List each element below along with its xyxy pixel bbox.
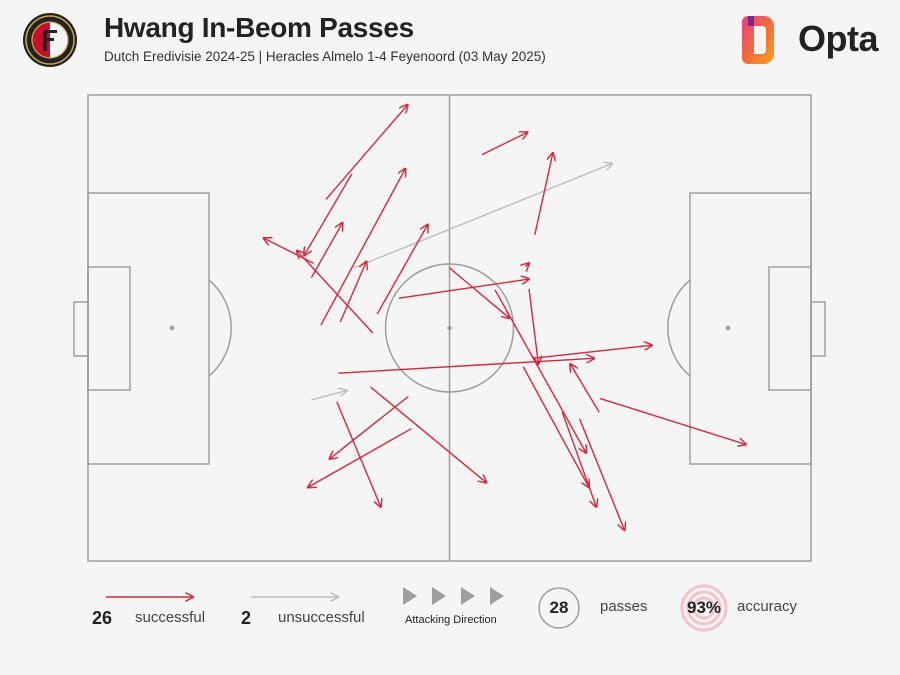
- unsuccessful-label: unsuccessful: [278, 609, 365, 626]
- passes-count: 28: [549, 598, 569, 617]
- chart-title: Hwang In-Beom Passes: [104, 12, 414, 43]
- unsuccessful-pass-arrow: [311, 390, 346, 401]
- chart-subtitle: Dutch Eredivisie 2024-25 | Heracles Alme…: [104, 49, 546, 64]
- unsuccessful-pass-arrow: [353, 164, 612, 269]
- successful-pass-arrow: [534, 153, 553, 235]
- successful-pass-arrow: [336, 401, 381, 507]
- attacking-direction-label: Attacking Direction: [405, 614, 497, 626]
- successful-pass-arrow: [525, 263, 529, 266]
- successful-pass-arrow: [528, 288, 538, 364]
- successful-pass-arrow: [449, 267, 510, 318]
- successful-pass-arrow: [398, 279, 529, 299]
- accuracy-label: accuracy: [737, 598, 798, 615]
- successful-pass-arrow: [532, 345, 652, 359]
- right-penalty-area: [689, 192, 812, 465]
- left-penalty-spot: [169, 325, 175, 331]
- successful-pass-arrow: [310, 223, 342, 279]
- successful-pass-arrow: [578, 418, 625, 530]
- right-goal: [810, 301, 826, 357]
- successful-label: successful: [135, 609, 206, 626]
- successful-pass-arrow: [599, 397, 746, 444]
- successful-pass-arrow: [570, 364, 600, 413]
- successful-pass-arrow: [320, 169, 406, 326]
- left-goal: [73, 301, 89, 357]
- pass-arrows: [264, 105, 746, 530]
- left-six-yard-box: [87, 266, 131, 391]
- successful-pass-arrow: [561, 412, 596, 507]
- right-penalty-arc: [667, 279, 691, 377]
- club-crest-logo: [23, 13, 77, 67]
- pitch-markings: [73, 94, 826, 562]
- accuracy-target-icon: [680, 584, 728, 632]
- centre-circle: [384, 263, 515, 393]
- successful-pass-arrow: [339, 261, 366, 323]
- centre-spot: [447, 325, 452, 331]
- attacking-direction-icon: [403, 587, 504, 605]
- successful-pass-arrow: [338, 358, 594, 374]
- right-six-yard-box: [768, 266, 812, 391]
- right-penalty-spot: [725, 325, 731, 331]
- accuracy-value: 93%: [686, 598, 722, 617]
- successful-pass-arrow: [297, 251, 374, 334]
- successful-count: 26: [92, 608, 113, 628]
- passes-circle-icon: [538, 587, 580, 629]
- successful-pass-arrow: [325, 105, 408, 200]
- successful-pass-arrow: [481, 132, 528, 156]
- brand-name: Opta: [798, 18, 879, 59]
- left-penalty-arc: [208, 279, 232, 377]
- left-penalty-area: [87, 192, 210, 465]
- successful-pass-arrow: [522, 366, 589, 488]
- unsuccessful-count: 2: [241, 608, 252, 628]
- successful-pass-arrow: [330, 395, 409, 459]
- successful-pass-arrow: [304, 173, 353, 256]
- successful-pass-arrow: [494, 289, 586, 453]
- successful-pass-arrow: [370, 386, 487, 483]
- successful-pass-arrow: [308, 428, 412, 488]
- successful-pass-arrow: [376, 225, 428, 315]
- opta-logo-icon: [742, 16, 774, 64]
- passes-label: passes: [600, 598, 648, 615]
